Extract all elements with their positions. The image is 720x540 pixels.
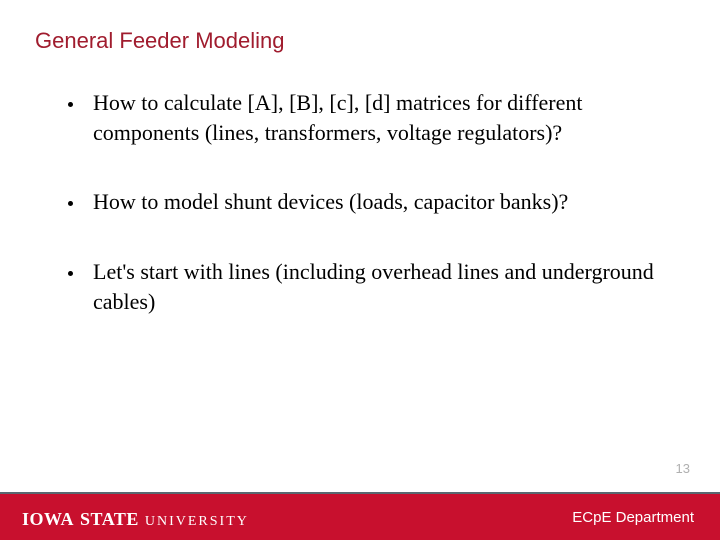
bullet-dot-icon <box>68 102 73 107</box>
bullet-text: How to model shunt devices (loads, capac… <box>93 187 568 217</box>
logo-text-state: STATE <box>80 509 139 530</box>
bullet-item: Let's start with lines (including overhe… <box>68 257 660 316</box>
bullet-item: How to calculate [A], [B], [c], [d] matr… <box>68 88 660 147</box>
page-number: 13 <box>676 461 690 476</box>
footer-bar: IOWA STATE UNIVERSITY ECpE Department <box>0 494 720 540</box>
bullet-text: How to calculate [A], [B], [c], [d] matr… <box>93 88 660 147</box>
logo-text-iowa: IOWA <box>22 509 74 530</box>
bullet-dot-icon <box>68 201 73 206</box>
slide-title: General Feeder Modeling <box>35 28 284 54</box>
logo-text-university: UNIVERSITY <box>145 514 249 530</box>
university-logo: IOWA STATE UNIVERSITY <box>22 509 249 530</box>
department-label: ECpE Department <box>572 509 694 526</box>
bullet-dot-icon <box>68 271 73 276</box>
bullet-item: How to model shunt devices (loads, capac… <box>68 187 660 217</box>
content-area: How to calculate [A], [B], [c], [d] matr… <box>68 88 660 356</box>
slide: General Feeder Modeling How to calculate… <box>0 0 720 540</box>
bullet-text: Let's start with lines (including overhe… <box>93 257 660 316</box>
